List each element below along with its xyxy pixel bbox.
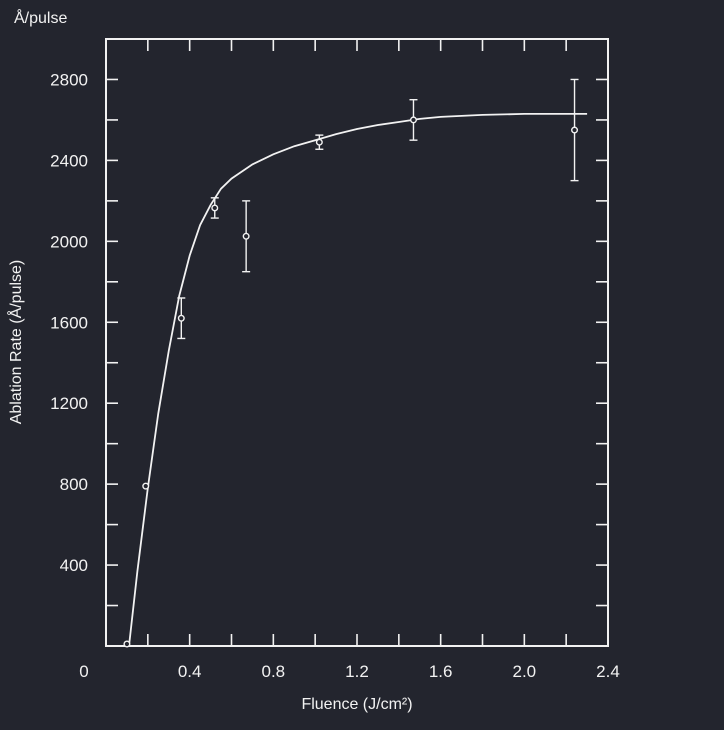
x-tick-label: 0.4 (178, 662, 202, 681)
data-points-layer (123, 78, 579, 648)
y-tick-label: 2400 (50, 151, 88, 170)
y-tick-label: 1600 (50, 313, 88, 332)
y-tick-label: 1200 (50, 394, 88, 413)
x-axis-title: Fluence (J/cm²) (301, 696, 412, 713)
corner-unit-label: Å/pulse (14, 8, 67, 27)
y-tick-label: 800 (60, 475, 88, 494)
y-tick-label: 2800 (50, 70, 88, 89)
x-tick-label: 2.4 (596, 662, 620, 681)
data-point (123, 640, 131, 648)
x-tick-label: 2.0 (513, 662, 537, 681)
data-point (409, 116, 417, 124)
y-tick-label: 400 (60, 556, 88, 575)
x-tick-label: 1.6 (429, 662, 453, 681)
x-tick-label: 0 (79, 662, 88, 681)
plot-frame (105, 38, 609, 647)
tick-labels-layer: 0 0.4 0.8 1.2 1.6 2.0 2.4 400 800 1200 1600 2000 240… (50, 70, 620, 681)
fit-curve-layer (128, 113, 588, 647)
data-point (211, 204, 219, 212)
data-point (142, 482, 150, 490)
data-point (177, 314, 185, 322)
axis-ticks (106, 39, 608, 646)
data-point (571, 126, 579, 134)
x-tick-label: 1.2 (345, 662, 369, 681)
data-point (242, 232, 250, 240)
x-tick-label: 0.8 (262, 662, 286, 681)
y-axis-title: Ablation Rate (Å/pulse) (6, 260, 25, 425)
fit-curve (128, 113, 588, 647)
y-tick-label: 2000 (50, 232, 88, 251)
data-point (315, 138, 323, 146)
